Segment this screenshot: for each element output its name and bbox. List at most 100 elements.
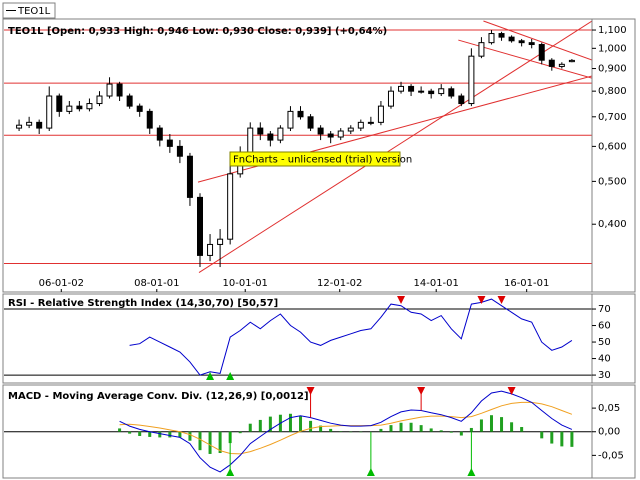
candle-body xyxy=(538,44,545,61)
candle-body xyxy=(387,90,394,107)
candle-body xyxy=(498,33,505,38)
candle-body xyxy=(126,95,133,107)
candle-body xyxy=(488,33,495,44)
histogram-bar xyxy=(439,430,443,432)
candle-body xyxy=(297,110,304,118)
y-tick-label: 40 xyxy=(598,354,611,365)
candle-body xyxy=(548,59,555,67)
sell-signal xyxy=(306,387,315,395)
y-tick-label: 0,400 xyxy=(598,219,627,230)
y-tick-label: 1,000 xyxy=(598,43,627,54)
panel-frame xyxy=(2,18,636,293)
buy-signal xyxy=(467,468,476,476)
histogram-bar xyxy=(258,419,262,432)
candle-body xyxy=(558,63,565,67)
candle-body xyxy=(217,238,224,245)
y-tick-label: 0,800 xyxy=(598,86,627,97)
x-tick-label: 08-01-01 xyxy=(134,278,179,289)
candle-body xyxy=(56,95,63,112)
histogram-bar xyxy=(389,425,393,432)
candle-body xyxy=(247,127,254,154)
candle-body xyxy=(357,121,364,129)
plot-area xyxy=(4,387,592,476)
candle-body xyxy=(46,95,53,129)
y-tick-label: 0,700 xyxy=(598,112,627,123)
panel-frame xyxy=(2,384,636,479)
histogram-bar xyxy=(500,417,504,432)
price-title: TEO1L [Open: 0,933 High: 0,946 Low: 0,93… xyxy=(8,26,387,37)
histogram-bar xyxy=(158,431,162,438)
candle-body xyxy=(468,55,475,105)
histogram-bar xyxy=(248,423,252,432)
histogram-bar xyxy=(288,413,292,432)
histogram-bar xyxy=(168,431,172,438)
trend-line xyxy=(483,20,592,61)
candle-body xyxy=(86,103,93,110)
x-tick-label: 10-01-01 xyxy=(223,278,268,289)
rsi-title: RSI - Relative Strength Index (14,30,70)… xyxy=(8,298,278,309)
histogram-bar xyxy=(188,431,192,441)
y-tick-label: 0,600 xyxy=(598,141,627,152)
candle-body xyxy=(26,121,33,126)
candle-body xyxy=(156,127,163,141)
candle-body xyxy=(277,127,284,141)
buy-signal xyxy=(366,468,375,476)
histogram-bar xyxy=(178,431,182,438)
macd-title: MACD - Moving Average Conv. Div. (12,26,… xyxy=(8,391,309,402)
candle-body xyxy=(428,90,435,95)
x-tick-label: 16-01-01 xyxy=(504,278,549,289)
candle-body xyxy=(146,110,153,129)
y-tick-label: 30 xyxy=(598,370,611,381)
candle-body xyxy=(398,85,405,92)
macd-line xyxy=(119,390,573,473)
histogram-bar xyxy=(198,431,202,451)
histogram-bar xyxy=(329,428,333,432)
histogram-bar xyxy=(510,422,514,432)
histogram-bar xyxy=(570,431,574,447)
buy-signal xyxy=(206,372,215,380)
candle-body xyxy=(508,36,515,42)
candle-body xyxy=(106,83,113,97)
histogram-bar xyxy=(309,420,313,432)
buy-signal xyxy=(226,468,235,476)
candle-body xyxy=(16,124,23,129)
histogram-bar xyxy=(218,431,222,454)
candle-body xyxy=(36,121,43,129)
histogram-bar xyxy=(459,431,463,436)
candle-body xyxy=(66,105,73,112)
histogram-bar xyxy=(520,427,524,432)
trend-line xyxy=(198,20,592,273)
sell-signal xyxy=(497,296,506,304)
y-tick-label: 1,100 xyxy=(598,25,627,36)
candle-body xyxy=(307,116,314,129)
legend-label: TEO1L xyxy=(17,6,51,17)
candle-body xyxy=(317,127,324,135)
x-tick-label: 06-01-02 xyxy=(39,278,84,289)
y-tick-label: 0,500 xyxy=(598,176,627,187)
y-tick-label: 60 xyxy=(598,321,611,332)
candle-body xyxy=(377,105,384,123)
histogram-bar xyxy=(550,431,554,444)
candle-body xyxy=(257,127,264,135)
histogram-bar xyxy=(118,428,122,432)
panel: 30 40 50 60 70 xyxy=(2,293,636,384)
buy-signal xyxy=(226,372,235,380)
y-tick-label: -0,05 xyxy=(598,450,624,461)
histogram-bar xyxy=(148,431,152,437)
histogram-bar xyxy=(399,422,403,432)
candle-body xyxy=(438,88,445,95)
candle-body xyxy=(367,121,374,124)
candle-body xyxy=(418,90,425,93)
y-tick-label: 0,900 xyxy=(598,64,627,75)
histogram-bar xyxy=(449,431,453,433)
histogram-bar xyxy=(409,422,413,432)
watermark-box xyxy=(229,151,401,167)
histogram-bar xyxy=(479,419,483,432)
candle-body xyxy=(76,105,83,110)
histogram-bar xyxy=(469,427,473,432)
histogram-bar xyxy=(299,416,303,432)
candle-body xyxy=(327,133,334,138)
histogram-bar xyxy=(128,431,132,434)
sell-signal xyxy=(397,296,406,304)
